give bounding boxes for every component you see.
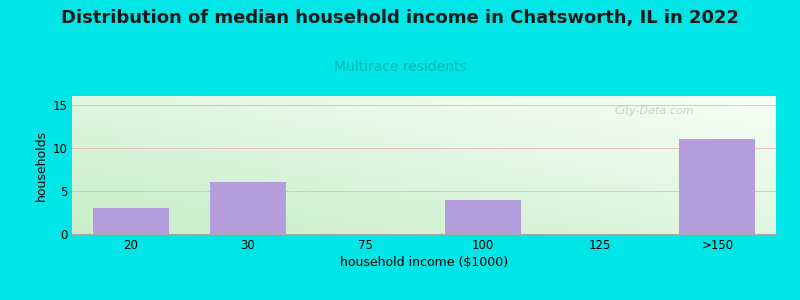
Text: City-Data.com: City-Data.com	[614, 106, 694, 116]
Bar	[93, 208, 169, 234]
X-axis label: household income ($1000): household income ($1000)	[340, 256, 508, 269]
Bar	[210, 182, 286, 234]
Y-axis label: households: households	[35, 129, 48, 201]
Text: Multirace residents: Multirace residents	[334, 60, 466, 74]
Bar	[679, 139, 755, 234]
Text: Distribution of median household income in Chatsworth, IL in 2022: Distribution of median household income …	[61, 9, 739, 27]
Bar	[445, 200, 521, 234]
